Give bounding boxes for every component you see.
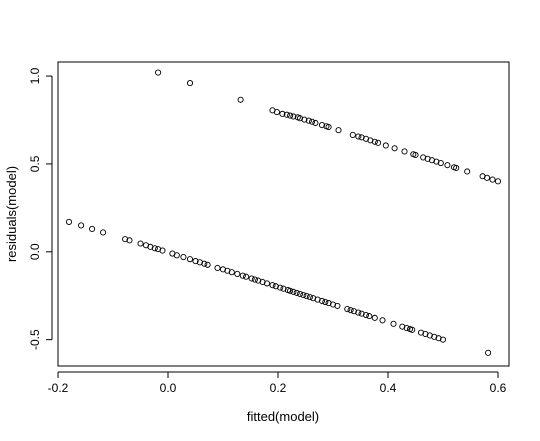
x-tick-label: 0.0 (160, 381, 177, 395)
y-tick-label: 1.0 (28, 67, 42, 84)
data-point (303, 293, 310, 300)
data-point (347, 307, 354, 314)
data-point (173, 252, 180, 259)
data-point (305, 117, 312, 124)
data-point (390, 320, 397, 327)
data-point (300, 291, 307, 299)
data-point (301, 116, 308, 123)
data-point (362, 311, 370, 319)
data-point (439, 336, 447, 343)
data-point (403, 324, 410, 332)
data-point (279, 110, 286, 117)
y-axis-label: residuals(model) (4, 166, 19, 262)
data-point (296, 290, 304, 298)
data-point (371, 138, 378, 145)
data-point (239, 272, 246, 279)
x-tick-label: 0.6 (490, 381, 507, 395)
data-point (344, 306, 351, 313)
x-axis-label: fitted(model) (247, 409, 319, 424)
data-point (379, 317, 386, 324)
data-point (464, 168, 471, 175)
data-point (248, 275, 255, 282)
data-point (401, 148, 408, 155)
y-tick-label: 0.5 (28, 155, 42, 172)
plot-frame (57, 61, 510, 367)
data-point (306, 294, 313, 301)
data-point (334, 302, 341, 309)
data-point (100, 229, 107, 236)
data-point (355, 309, 362, 316)
data-point (287, 287, 294, 294)
data-point (89, 225, 96, 232)
data-point (251, 276, 258, 283)
data-point (186, 256, 194, 263)
data-point (126, 237, 133, 244)
data-point (494, 178, 502, 185)
data-point (355, 133, 362, 140)
y-axis: -0.5 0.0 0.5 1.0 (28, 67, 53, 350)
x-tick-label: 0.2 (270, 381, 287, 395)
data-point (322, 298, 329, 306)
data-point (444, 162, 451, 169)
data-point (137, 240, 144, 247)
data-point (409, 326, 416, 333)
data-point (287, 112, 294, 119)
data-point (349, 131, 356, 138)
data-point (290, 113, 297, 120)
data-point (180, 254, 187, 261)
data-point (204, 261, 211, 268)
y-tick-label: 0.0 (28, 243, 42, 260)
data-point (382, 142, 389, 149)
data-point (186, 80, 194, 87)
data-point (201, 260, 208, 267)
data-point (318, 122, 326, 129)
data-point (192, 258, 199, 265)
data-point (283, 111, 290, 118)
data-point (277, 284, 284, 291)
data-point (371, 314, 378, 321)
data-point (65, 218, 73, 225)
data-point (273, 109, 280, 116)
data-point (243, 273, 250, 280)
data-point (489, 176, 496, 183)
data-point (312, 119, 319, 127)
data-point (412, 151, 419, 159)
data-point (391, 145, 398, 152)
data-point (375, 139, 382, 146)
data-point (437, 159, 444, 167)
data-point (325, 123, 332, 131)
data-point (228, 269, 235, 276)
data-point (155, 69, 162, 76)
data-point (290, 288, 297, 295)
data-point (269, 282, 276, 289)
data-point (122, 236, 129, 243)
data-point (237, 96, 244, 103)
data-point (485, 349, 492, 356)
data-point (483, 174, 491, 181)
y-tick-label: -0.5 (28, 329, 42, 350)
data-point (234, 270, 241, 277)
x-tick-label: 0.4 (380, 381, 397, 395)
data-point (78, 222, 85, 229)
data-point (318, 297, 326, 305)
data-points (65, 69, 502, 356)
data-point (214, 264, 221, 271)
x-axis: -0.2 0.0 0.2 0.4 0.6 (48, 371, 507, 395)
data-point (263, 280, 271, 287)
x-tick-label: -0.2 (48, 381, 69, 395)
data-point (151, 245, 158, 252)
data-point (335, 127, 342, 134)
data-point (309, 118, 316, 125)
data-point (293, 289, 300, 296)
data-point (159, 247, 166, 254)
data-point (453, 164, 460, 172)
data-point (366, 313, 373, 320)
